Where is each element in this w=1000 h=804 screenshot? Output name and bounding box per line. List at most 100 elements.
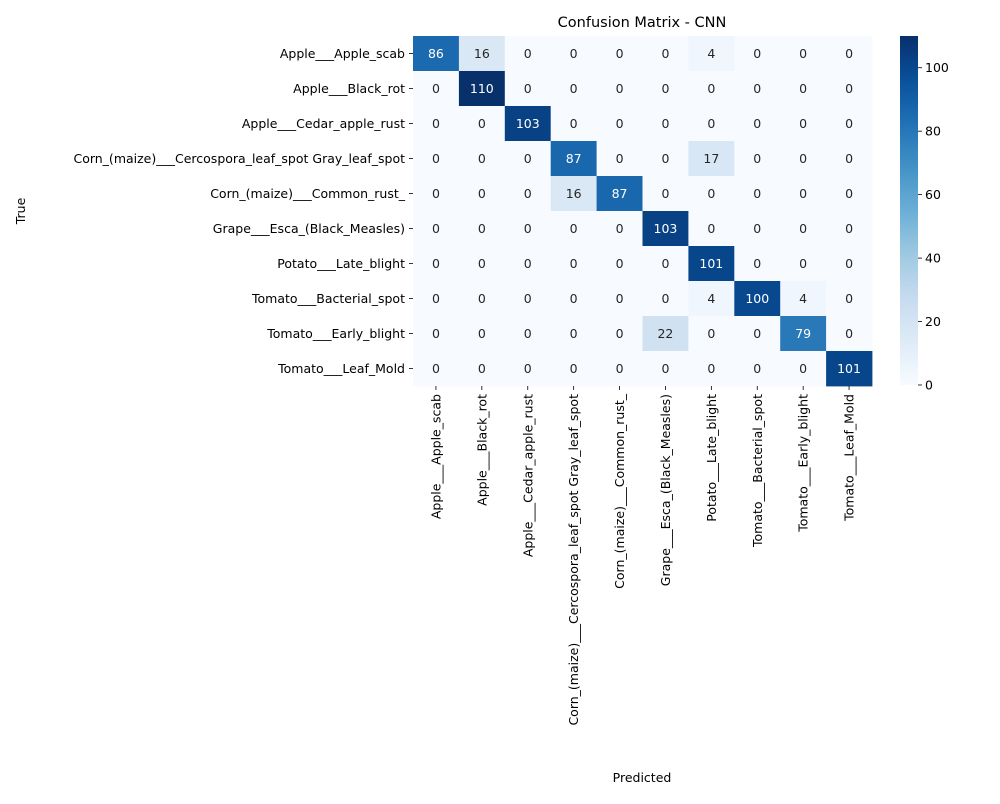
heatmap-cell [688,106,735,142]
cell-value-label: 87 [566,151,582,166]
heatmap-cell [642,106,689,142]
x-tick-label: Apple___Black_rot [474,394,489,506]
cell-value-label: 0 [661,361,669,376]
heatmap-cell [504,36,552,72]
cell-value-label: 0 [570,326,578,341]
heatmap-cell [826,71,873,107]
cell-value-label: 0 [661,81,669,96]
heatmap-cell [734,176,781,212]
cell-value-label: 0 [661,186,669,201]
cell-value-label: 0 [478,326,486,341]
heatmap-cell [458,36,506,72]
cell-value-label: 0 [432,221,440,236]
cell-value-label: 22 [657,326,673,341]
cell-value-label: 0 [616,81,624,96]
y-tick-label: Corn_(maize)___Common_rust_ [210,186,406,201]
cell-value-label: 0 [570,46,578,61]
heatmap-cell [780,316,827,352]
heatmap-cell [413,316,460,352]
heatmap-cell [458,176,506,212]
heatmap-cell [642,316,689,352]
cell-value-label: 0 [524,326,532,341]
cell-value-label: 0 [707,186,715,201]
y-tick-label: Apple___Cedar_apple_rust [242,116,405,131]
heatmap-cell [596,211,643,247]
cell-value-label: 0 [570,361,578,376]
cell-value-label: 0 [799,361,807,376]
cell-value-label: 0 [753,151,761,166]
cell-value-label: 0 [845,291,853,306]
heatmap-cell [413,106,460,142]
cell-value-label: 0 [478,256,486,271]
cell-value-label: 0 [478,151,486,166]
heatmap-cell [642,71,689,107]
heatmap-cell [688,246,735,282]
cell-value-label: 0 [799,46,807,61]
heatmap-cell [550,246,597,282]
cell-value-label: 101 [837,361,861,376]
heatmap-cell [642,281,689,317]
heatmap-cell [642,211,689,247]
cell-value-label: 0 [799,151,807,166]
y-tick-label: Apple___Black_rot [293,81,405,96]
cell-value-label: 0 [524,256,532,271]
cell-value-label: 0 [524,151,532,166]
heatmap-cell [504,176,552,212]
heatmap-cell [780,36,827,72]
cell-value-label: 0 [845,256,853,271]
heatmap-cell [550,71,597,107]
heatmap-cell [504,211,552,247]
cell-value-label: 17 [703,151,719,166]
colorbar-tick-label: 40 [925,251,941,266]
cell-value-label: 0 [707,81,715,96]
heatmap-cell [413,351,460,387]
y-tick-label: Tomato___Early_blight [266,326,405,341]
heatmap-cell [550,316,597,352]
heatmap-cell [688,211,735,247]
heatmap-cell [734,141,781,177]
cell-value-label: 0 [616,291,624,306]
heatmap-cell [826,106,873,142]
cell-value-label: 0 [432,291,440,306]
cell-value-label: 0 [707,361,715,376]
cell-value-label: 0 [570,221,578,236]
colorbar-gradient [900,36,918,385]
cell-value-label: 0 [524,81,532,96]
cell-value-label: 0 [845,186,853,201]
heatmap-cell [596,176,643,212]
heatmap-cell [550,351,597,387]
x-tick-label: Tomato___Bacterial_spot [750,394,765,548]
cell-value-label: 0 [616,151,624,166]
cell-value-label: 0 [478,291,486,306]
heatmap-cell [458,316,506,352]
heatmap-cell [734,246,781,282]
y-tick-label: Tomato___Leaf_Mold [277,361,405,376]
cell-value-label: 0 [616,221,624,236]
heatmap-cell [458,211,506,247]
heatmap-cell [734,211,781,247]
cell-value-label: 16 [566,186,582,201]
cell-value-label: 0 [661,291,669,306]
heatmap-cell [734,316,781,352]
cell-value-label: 0 [753,116,761,131]
heatmap-cell [780,211,827,247]
y-tick-label: Grape___Esca_(Black_Measles) [213,221,405,236]
cell-value-label: 0 [570,81,578,96]
heatmap-cell [504,281,552,317]
cell-value-label: 16 [474,46,490,61]
cell-value-label: 0 [661,46,669,61]
heatmap-cell [550,176,597,212]
x-tick-label: Apple___Cedar_apple_rust [520,394,535,557]
x-axis-label: Predicted [613,770,672,785]
heatmap-cell [688,141,735,177]
heatmap-cell [642,246,689,282]
heatmap-cell [504,141,552,177]
cell-value-label: 0 [799,81,807,96]
cell-value-label: 0 [845,326,853,341]
heatmap-cell [734,106,781,142]
cell-value-label: 0 [616,46,624,61]
cell-value-label: 0 [616,361,624,376]
heatmap-cell [642,36,689,72]
heatmap-cells: 86 16 0 0 0 0 4 0 0 0 0 110 0 0 0 0 0 0 0 0 0 0 103 0 0 0 0 0 0 0 0 0 0 8… [413,36,873,387]
cell-value-label: 0 [432,81,440,96]
